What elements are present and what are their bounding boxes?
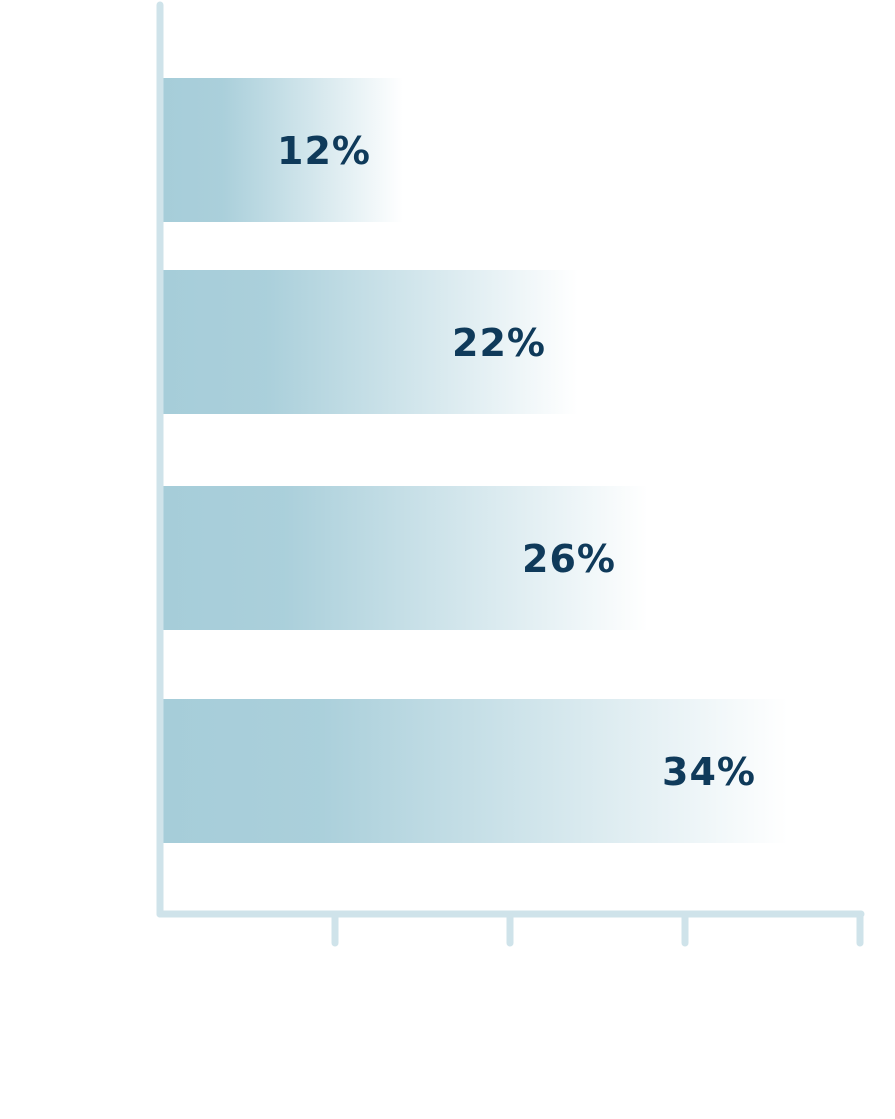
bar-3 <box>163 486 648 630</box>
bar-value-label-2: 22% <box>452 321 546 365</box>
bar-2 <box>163 270 578 414</box>
bar-4 <box>163 699 788 843</box>
axes <box>156 1 865 947</box>
bar-value-label-1: 12% <box>277 129 371 173</box>
data-labels: 12% 22% 26% 34% <box>277 129 756 794</box>
bars-layer <box>163 78 788 843</box>
bar-1 <box>163 78 403 222</box>
bar-value-label-4: 34% <box>662 750 756 794</box>
bar-value-label-3: 26% <box>522 537 616 581</box>
